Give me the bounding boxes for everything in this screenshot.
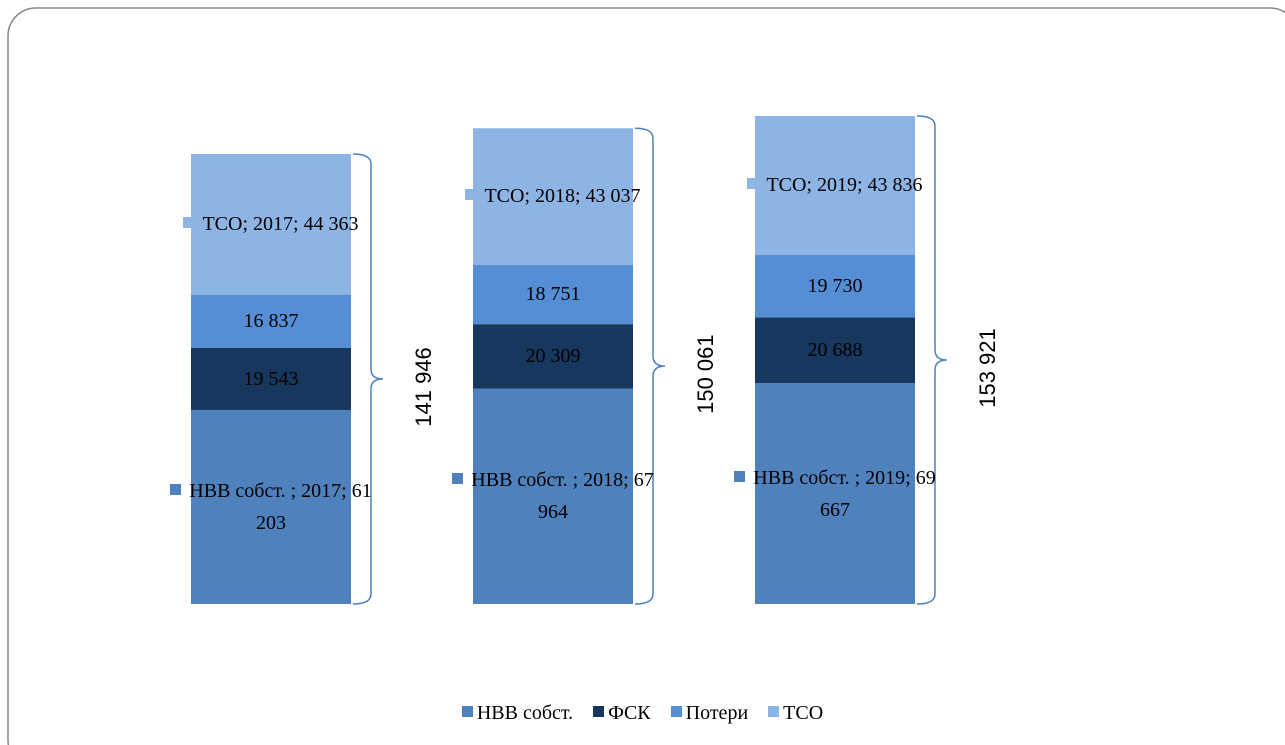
data-label: НВВ собст. ; 2017; 61 203: [155, 475, 387, 539]
bar-segment: [755, 383, 915, 604]
bar-segment: [473, 324, 633, 389]
label-marker: [452, 473, 464, 485]
bar-segment: [191, 409, 351, 604]
legend-swatch: [670, 706, 682, 717]
data-label-text: 18 751: [525, 283, 581, 306]
data-label-text: НВВ собст. ; 2017; 61 203: [189, 479, 372, 534]
bar-segment: [473, 128, 633, 265]
legend-swatch: [768, 706, 780, 717]
data-label: ТСО; 2019; 43 836: [705, 169, 965, 201]
label-marker: [170, 483, 182, 495]
bar-segment: [191, 347, 351, 410]
data-label: 19 730: [808, 270, 863, 302]
total-brace: [352, 153, 384, 605]
data-label: 16 837: [244, 305, 299, 337]
data-label: НВВ собст. ; 2019; 69 667: [719, 462, 951, 526]
data-label: НВВ собст. ; 2018; 67 964: [437, 464, 669, 528]
data-label: 18 751: [526, 278, 581, 310]
total-label: 141 946: [411, 347, 436, 427]
data-label-text: ТСО; 2019; 43 836: [766, 174, 923, 197]
data-label-text: 20 688: [807, 339, 863, 362]
data-label-text: 19 543: [243, 367, 299, 390]
data-label-text: НВВ собст. ; 2018; 67 964: [471, 469, 654, 524]
data-label-text: 16 837: [243, 310, 299, 333]
bar-segment: [473, 264, 633, 325]
data-label-text: 20 309: [525, 345, 581, 368]
legend: НВВ собст. ФСК Потери ТСО: [0, 702, 1285, 725]
bar-segment: [191, 294, 351, 348]
legend-label: Потери: [685, 702, 749, 724]
bar-segment: [755, 254, 915, 318]
legend-label: ТСО: [783, 702, 824, 724]
legend-label: НВВ собст.: [476, 702, 574, 724]
legend-item: НВВ собст.: [461, 702, 574, 725]
legend-item: ТСО: [768, 702, 823, 725]
data-label-text: ТСО; 2017; 44 363: [202, 213, 359, 236]
data-label: ТСО; 2017; 44 363: [141, 208, 401, 240]
data-label: ТСО; 2018; 43 037: [423, 180, 683, 212]
bar-segment: [473, 388, 633, 604]
data-label: 19 543: [244, 363, 299, 395]
legend-swatch: [593, 706, 605, 717]
total-brace: [634, 127, 666, 605]
data-label: 20 688: [808, 334, 863, 366]
data-label-text: 19 730: [807, 275, 863, 298]
data-label: 20 309: [526, 340, 581, 372]
data-label-text: НВВ собст. ; 2019; 69 667: [753, 466, 936, 521]
data-label-text: ТСО; 2018; 43 037: [484, 185, 641, 208]
total-label: 150 061: [693, 334, 718, 414]
total-brace: [916, 115, 948, 605]
bar-segment: [755, 116, 915, 255]
legend-label: ФСК: [608, 702, 651, 724]
legend-item: Потери: [670, 702, 749, 725]
legend-swatch: [461, 706, 473, 717]
bar-segment: [755, 317, 915, 384]
frame: [7, 7, 1285, 745]
label-marker: [183, 217, 195, 229]
bar-segment: [191, 153, 351, 295]
total-label: 153 921: [975, 328, 1000, 408]
label-marker: [747, 178, 759, 190]
legend-item: ФСК: [593, 702, 651, 725]
label-marker: [465, 189, 477, 201]
label-marker: [734, 470, 746, 482]
